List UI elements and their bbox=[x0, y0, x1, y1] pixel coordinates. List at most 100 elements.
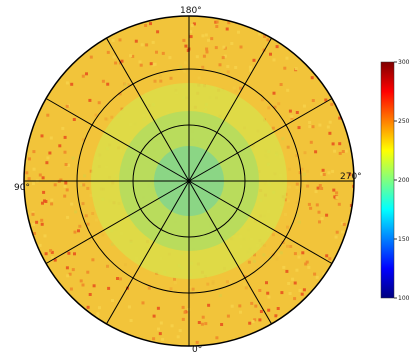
heatmap-speckle bbox=[31, 212, 35, 216]
heatmap-speckle bbox=[44, 200, 48, 203]
heatmap-speckle bbox=[269, 52, 272, 56]
heatmap-speckle bbox=[111, 39, 115, 42]
heatmap-speckle bbox=[190, 292, 194, 296]
heatmap-speckle bbox=[271, 126, 275, 130]
heatmap-speckle bbox=[322, 173, 326, 176]
heatmap-speckle bbox=[335, 196, 339, 200]
heatmap-speckle bbox=[46, 113, 50, 117]
heatmap-speckle bbox=[286, 88, 290, 92]
heatmap-speckle bbox=[310, 76, 314, 80]
heatmap-speckle bbox=[352, 184, 354, 188]
heatmap-speckle bbox=[192, 22, 196, 26]
heatmap-speckle bbox=[280, 291, 284, 295]
heatmap-speckle bbox=[333, 195, 337, 199]
heatmap-speckle bbox=[94, 218, 98, 222]
heatmap-speckle bbox=[58, 144, 62, 148]
heatmap-speckle bbox=[342, 222, 346, 226]
heatmap-speckle bbox=[332, 188, 336, 192]
heatmap-speckle bbox=[341, 150, 345, 153]
heatmap-speckle bbox=[266, 38, 270, 42]
heatmap-speckle bbox=[306, 184, 310, 188]
heatmap-speckle bbox=[262, 253, 266, 257]
heatmap-speckle bbox=[63, 150, 67, 154]
heatmap-speckle bbox=[215, 20, 219, 24]
heatmap-speckle bbox=[119, 277, 122, 281]
heatmap-speckle bbox=[32, 150, 36, 154]
heatmap-speckle bbox=[328, 257, 332, 261]
heatmap-speckle bbox=[38, 243, 42, 247]
heatmap-speckle bbox=[281, 137, 285, 141]
heatmap-speckle bbox=[139, 63, 143, 67]
heatmap-speckle bbox=[295, 182, 299, 186]
grid-spoke bbox=[45, 180, 190, 264]
heatmap-speckle bbox=[61, 126, 65, 130]
heatmap-speckle bbox=[286, 199, 290, 203]
heatmap-speckle bbox=[243, 282, 247, 286]
heatmap-speckle bbox=[104, 117, 108, 121]
heatmap-speckle bbox=[159, 79, 163, 83]
heatmap-speckle bbox=[91, 212, 95, 215]
heatmap-speckle bbox=[239, 45, 243, 49]
heatmap-speckle bbox=[106, 50, 110, 54]
heatmap-speckle bbox=[158, 74, 162, 78]
heatmap-speckle bbox=[123, 82, 126, 86]
heatmap-speckle bbox=[151, 40, 155, 44]
heatmap-speckle bbox=[123, 83, 127, 87]
heatmap-speckle bbox=[32, 167, 36, 171]
heatmap-speckle bbox=[215, 336, 219, 340]
heatmap-speckle bbox=[149, 62, 153, 66]
heatmap-speckle bbox=[101, 79, 105, 83]
heatmap-speckle bbox=[173, 281, 177, 285]
heatmap-speckle bbox=[129, 319, 133, 322]
heatmap-speckle bbox=[324, 98, 328, 102]
heatmap-speckle bbox=[111, 299, 114, 302]
heatmap-speckle bbox=[282, 265, 286, 269]
heatmap-speckle bbox=[211, 280, 215, 284]
heatmap-speckle bbox=[184, 44, 188, 48]
grid-spoke bbox=[188, 37, 272, 182]
heatmap-speckle bbox=[296, 213, 300, 217]
heatmap-speckle bbox=[183, 310, 187, 314]
heatmap-speckle bbox=[340, 176, 344, 179]
heatmap-speckle bbox=[273, 105, 277, 109]
heatmap-speckle bbox=[197, 76, 201, 80]
heatmap-speckle bbox=[230, 42, 234, 45]
heatmap-speckle bbox=[178, 329, 182, 333]
heatmap-speckle bbox=[321, 168, 325, 172]
heatmap-speckle bbox=[156, 30, 160, 34]
heatmap-speckle bbox=[234, 89, 238, 93]
heatmap-speckle bbox=[73, 230, 77, 234]
heatmap-speckle bbox=[275, 257, 279, 261]
heatmap-speckle bbox=[271, 233, 275, 237]
heatmap-speckle bbox=[81, 283, 85, 287]
heatmap-speckle bbox=[217, 69, 221, 73]
heatmap-speckle bbox=[286, 244, 289, 248]
heatmap-speckle bbox=[211, 282, 215, 285]
heatmap-speckle bbox=[288, 167, 292, 171]
heatmap-speckle bbox=[161, 51, 165, 55]
heatmap-speckle bbox=[318, 220, 321, 224]
grid-spoke bbox=[188, 98, 333, 182]
heatmap-speckle bbox=[190, 23, 194, 27]
heatmap-speckle bbox=[316, 186, 320, 190]
heatmap-speckle bbox=[46, 156, 50, 160]
heatmap-speckle bbox=[83, 174, 87, 178]
heatmap-speckle bbox=[40, 218, 44, 222]
heatmap-speckle bbox=[152, 314, 156, 318]
heatmap-speckle bbox=[258, 318, 262, 322]
heatmap-speckle bbox=[106, 82, 110, 86]
heatmap-speckle bbox=[116, 277, 119, 280]
heatmap-speckle bbox=[218, 294, 222, 297]
heatmap-speckle bbox=[66, 274, 70, 278]
heatmap-speckle bbox=[338, 116, 342, 120]
heatmap-speckle bbox=[201, 34, 205, 38]
heatmap-speckle bbox=[98, 306, 101, 310]
heatmap-speckle bbox=[301, 251, 305, 255]
heatmap-speckle bbox=[331, 142, 335, 146]
heatmap-speckle bbox=[106, 264, 109, 268]
heatmap-speckle bbox=[294, 67, 298, 71]
heatmap-speckle bbox=[204, 33, 208, 37]
heatmap-speckle bbox=[129, 54, 133, 58]
heatmap-speckle bbox=[340, 221, 344, 225]
heatmap-speckle bbox=[295, 186, 299, 190]
